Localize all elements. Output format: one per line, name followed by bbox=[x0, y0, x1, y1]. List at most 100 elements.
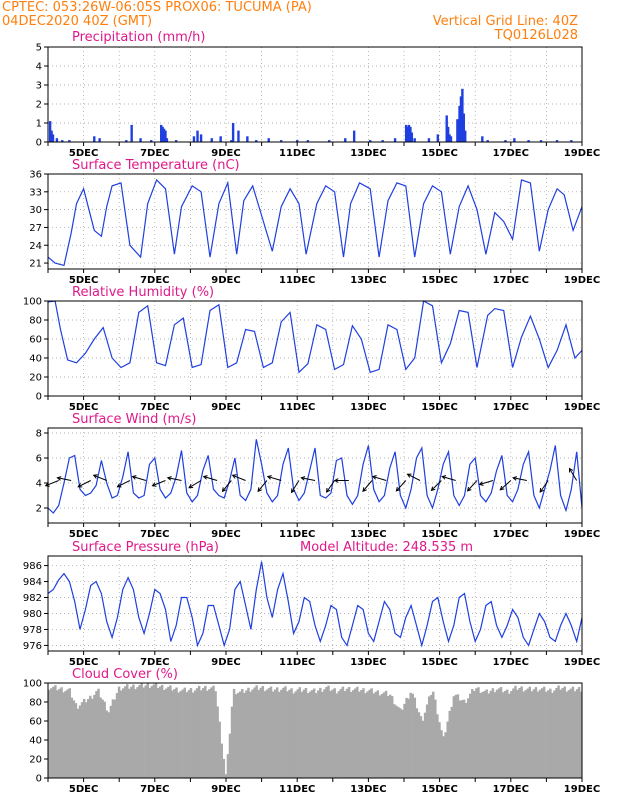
wind-panel: 2 4 6 8 5DEC 7DEC 9DEC 11DEC 13DEC 15DEC 17DEC 19DE… bbox=[36, 427, 600, 540]
cloud-bar bbox=[214, 691, 217, 778]
cloud-bar bbox=[134, 689, 137, 778]
wind-vector bbox=[430, 480, 442, 492]
wind-xtick-label: 19DEC bbox=[564, 529, 600, 540]
cloud-bar bbox=[64, 690, 67, 778]
cloud-bar bbox=[195, 688, 199, 778]
cloud-bar bbox=[555, 687, 558, 778]
cloud-bar bbox=[358, 691, 361, 778]
cloud-bar bbox=[499, 687, 503, 778]
humidity-ytick-label: 0 bbox=[36, 392, 42, 403]
cloud-bar bbox=[60, 687, 63, 778]
pressure-xtick-label: 17DEC bbox=[493, 657, 529, 668]
cloud-bar bbox=[430, 694, 433, 778]
wind-vector bbox=[333, 478, 349, 483]
header-station: CPTEC: 053:26W-06:05S PROX06: TUCUMA (PA… bbox=[2, 0, 312, 15]
temp-xtick-label: 19DEC bbox=[564, 275, 600, 286]
cloud-bar bbox=[72, 700, 76, 778]
cloud-bar bbox=[239, 691, 242, 778]
precip-bar bbox=[61, 140, 64, 142]
cloud-bar bbox=[403, 703, 406, 778]
cloud-bar bbox=[325, 686, 328, 778]
cloud-bar bbox=[82, 698, 86, 778]
cloud-bar bbox=[113, 699, 117, 778]
precip-bar bbox=[48, 121, 52, 142]
pressure-xtick-label: 19DEC bbox=[564, 657, 600, 668]
cloud-bar bbox=[491, 688, 495, 778]
cloud-bar bbox=[278, 691, 281, 778]
cloud-bar bbox=[339, 688, 343, 778]
cloud-xtick-label: 19DEC bbox=[564, 784, 600, 795]
precip-ytick-label: 4 bbox=[36, 62, 42, 73]
cloud-bar bbox=[126, 684, 129, 778]
cloud-bar bbox=[245, 690, 248, 778]
precip-bar bbox=[406, 126, 409, 142]
cloud-bar bbox=[210, 687, 213, 778]
cloud-bar bbox=[366, 691, 369, 778]
precip-bar bbox=[210, 138, 213, 142]
humidity-xtick-label: 13DEC bbox=[350, 402, 386, 413]
cloud-bar bbox=[545, 691, 548, 778]
cloud-bar bbox=[282, 687, 285, 778]
precip-ytick-label: 2 bbox=[36, 100, 42, 111]
precip-bar bbox=[427, 138, 431, 142]
humidity-xtick-label: 11DEC bbox=[279, 402, 315, 413]
pressure-xtick-label: 13DEC bbox=[350, 657, 386, 668]
cloud-bar bbox=[479, 692, 482, 778]
cloud-bar bbox=[284, 686, 287, 778]
cloud-bar bbox=[497, 688, 501, 778]
pressure-ytick-label: 984 bbox=[23, 577, 42, 588]
cloud-bar bbox=[50, 688, 53, 778]
cloud-ytick-label: 80 bbox=[29, 698, 42, 709]
precip-bar bbox=[570, 140, 573, 142]
humidity-ytick-label: 80 bbox=[29, 316, 42, 327]
cloud-bar bbox=[165, 688, 168, 778]
pressure-xtick-label: 5DEC bbox=[69, 657, 98, 668]
wind-vector bbox=[326, 480, 335, 493]
precip-bar bbox=[344, 138, 347, 142]
cloud-bar bbox=[167, 686, 170, 778]
cloud-bar bbox=[187, 690, 191, 778]
cloud-bar bbox=[257, 689, 260, 778]
cloud-bar bbox=[423, 712, 427, 778]
precip-bar bbox=[328, 140, 331, 142]
cloud-bar bbox=[471, 689, 474, 778]
cloud-bar bbox=[247, 687, 250, 778]
cloud-bar bbox=[337, 691, 341, 778]
cloud-bar bbox=[218, 721, 221, 778]
cloud-bar bbox=[230, 706, 234, 778]
humidity-xtick-label: 19DEC bbox=[564, 402, 600, 413]
cloud-bar bbox=[292, 693, 295, 778]
cloud-bar bbox=[99, 697, 102, 778]
precip-bar bbox=[393, 138, 397, 142]
cloud-bar bbox=[341, 686, 345, 778]
cloud-bar bbox=[364, 693, 367, 778]
wind-vector bbox=[539, 480, 549, 493]
pressure-xtick-label: 15DEC bbox=[421, 657, 457, 668]
wind-vector bbox=[478, 480, 494, 486]
cloud-bar bbox=[345, 688, 349, 778]
cloud-bar bbox=[204, 685, 207, 778]
precip-bar bbox=[352, 130, 356, 142]
temp-xtick-label: 15DEC bbox=[421, 275, 457, 286]
precip-bar bbox=[55, 138, 59, 142]
humidity-ytick-label: 40 bbox=[29, 354, 42, 365]
cloud-bar bbox=[177, 692, 180, 778]
cloud-bar bbox=[189, 688, 193, 778]
cloud-bar bbox=[169, 685, 172, 778]
cloud-bar bbox=[329, 690, 332, 778]
cloud-bar bbox=[296, 689, 299, 778]
precip-xtick-label: 9DEC bbox=[211, 148, 240, 159]
cloud-bar bbox=[333, 688, 336, 778]
cloud-bar bbox=[323, 689, 326, 778]
precip-bar bbox=[407, 124, 411, 142]
cloud-bar bbox=[163, 690, 166, 778]
precip-bar bbox=[456, 119, 459, 142]
cloud-ytick-label: 40 bbox=[29, 736, 42, 747]
cloud-bar bbox=[144, 685, 147, 778]
cloud-bar bbox=[62, 692, 65, 778]
cloud-bar bbox=[132, 684, 135, 778]
cloud-bar bbox=[481, 691, 484, 778]
cloud-bar bbox=[224, 774, 228, 778]
cloud-bar bbox=[265, 689, 269, 778]
wind-vector bbox=[56, 476, 72, 481]
